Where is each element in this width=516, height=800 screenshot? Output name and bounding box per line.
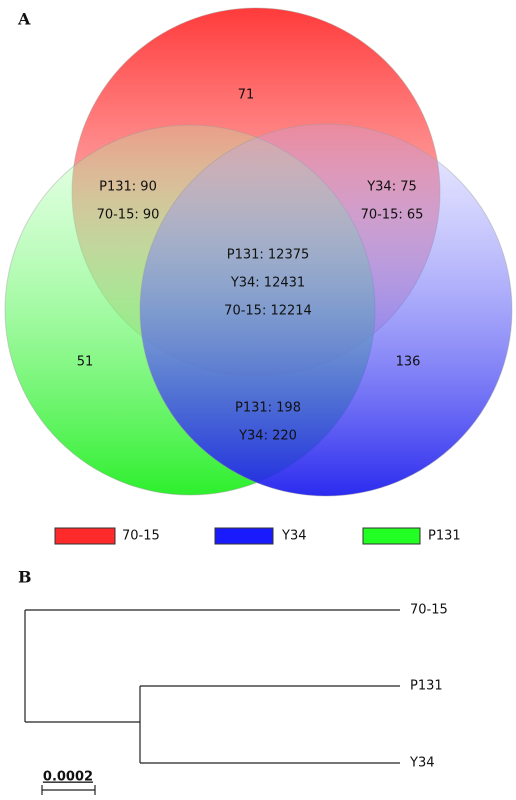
leaf-label: P131: [410, 679, 443, 694]
scale-label: 0.0002: [43, 770, 93, 785]
panel-label: A: [17, 10, 31, 29]
region-label: Y34: 75: [366, 180, 417, 195]
legend-label: P131: [428, 529, 461, 544]
region-label: 70-15: 12214: [224, 304, 312, 319]
panel-label: B: [18, 568, 32, 587]
region-label: 70-15: 90: [97, 208, 160, 223]
region-label: 71: [238, 88, 255, 103]
legend-swatch: [214, 527, 274, 545]
leaf-label: 70-15: [410, 603, 448, 618]
legend-swatch: [54, 527, 116, 545]
tree: [24, 609, 400, 795]
legend-label: Y34: [281, 529, 306, 544]
region-label: Y34: 220: [238, 429, 297, 444]
region-label: 136: [396, 355, 421, 370]
circle-y34: [139, 123, 513, 497]
region-label: P131: 12375: [227, 248, 310, 263]
leaf-label: Y34: [409, 756, 434, 771]
legend-label: 70-15: [122, 529, 160, 544]
region-label: P131: 90: [99, 180, 157, 195]
region-label: P131: 198: [235, 401, 301, 416]
region-label: 70-15: 65: [361, 208, 424, 223]
legend-swatch: [362, 527, 421, 545]
region-label: Y34: 12431: [230, 276, 305, 291]
region-label: 51: [77, 355, 94, 370]
region-labels: 71 51 136 P131: 90 70-15: 90 Y34: 75 70-15: 65…: [77, 88, 424, 444]
